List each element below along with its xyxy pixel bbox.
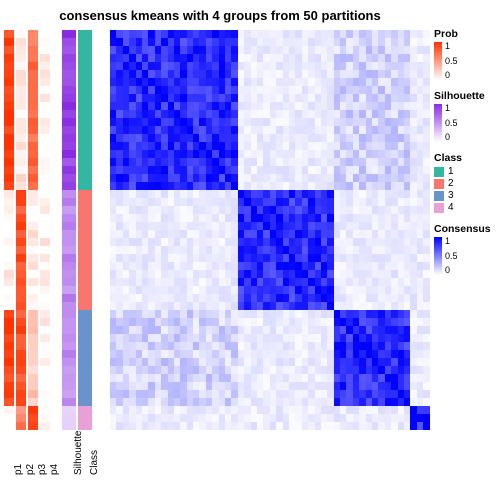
legend-consensus: Consensus10.50 — [434, 223, 500, 275]
legend-class: Class1234 — [434, 152, 500, 213]
legend-silhouette: Silhouette10.50 — [434, 90, 500, 142]
legends-panel: Prob10.50 Silhouette10.50 Class1234 Consens… — [434, 28, 500, 285]
legend-item-class-1: 1 — [434, 166, 500, 177]
annotation-col-p1 — [4, 30, 14, 430]
annotation-col-gap2 — [94, 30, 102, 430]
annotation-col-sil — [62, 30, 76, 430]
annotation-col-cls — [78, 30, 92, 430]
ann-label-sil: Silhouette — [73, 431, 84, 475]
page-title: consensus kmeans with 4 groups from 50 p… — [0, 8, 440, 23]
ann-label-p4: p4 — [49, 464, 60, 475]
ann-label-p2: p2 — [25, 464, 36, 475]
legend-item-class-4: 4 — [434, 202, 500, 213]
annotation-col-gap — [52, 30, 60, 430]
annotation-col-p2 — [16, 30, 26, 430]
ann-label-cls: Class — [89, 450, 100, 475]
annotation-columns — [4, 30, 102, 430]
ann-label-p1: p1 — [13, 464, 24, 475]
legend-item-class-3: 3 — [434, 190, 500, 201]
ann-label-p3: p3 — [37, 464, 48, 475]
legend-item-class-2: 2 — [434, 178, 500, 189]
consensus-heatmap — [110, 30, 430, 430]
legend-prob: Prob10.50 — [434, 28, 500, 80]
annotation-col-p4 — [40, 30, 50, 430]
annotation-col-p3 — [28, 30, 38, 430]
